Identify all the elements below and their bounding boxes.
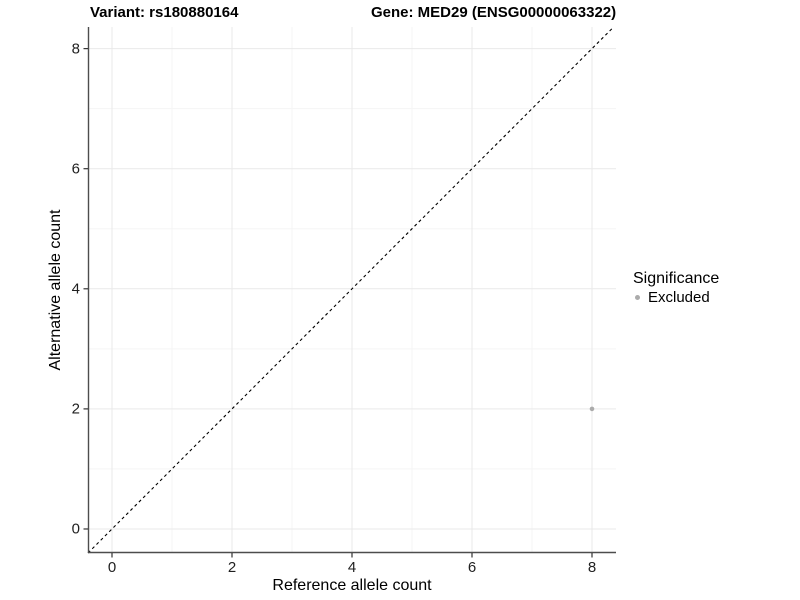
legend-item-label: Excluded [648, 289, 710, 306]
legend-key-dot-icon [635, 295, 640, 300]
plot-panel [83, 26, 616, 558]
x-axis-title: Reference allele count [272, 577, 432, 594]
plot-title-variant: Variant: rs180880164 [90, 4, 239, 21]
x-tick-label: 2 [227, 559, 237, 576]
data-point [589, 406, 595, 412]
y-tick-label: 4 [71, 280, 80, 298]
y-axis-title: Alternative allele count [47, 209, 64, 371]
y-tick-label: 2 [71, 400, 80, 418]
legend: Significance Excluded [632, 270, 719, 306]
y-tick-label: 8 [71, 40, 80, 58]
legend-item: Excluded [632, 289, 719, 306]
legend-title: Significance [633, 270, 720, 287]
identity-reference-line [87, 26, 614, 554]
x-tick-label: 8 [587, 559, 597, 576]
x-tick-label: 0 [107, 559, 117, 576]
y-tick-label: 0 [71, 520, 80, 538]
x-tick-label: 6 [467, 559, 477, 576]
y-tick-label: 6 [71, 160, 80, 178]
legend-items: Excluded [632, 289, 719, 306]
plot-title-gene: Gene: MED29 (ENSG00000063322) [371, 4, 617, 21]
x-tick-label: 4 [347, 559, 357, 576]
